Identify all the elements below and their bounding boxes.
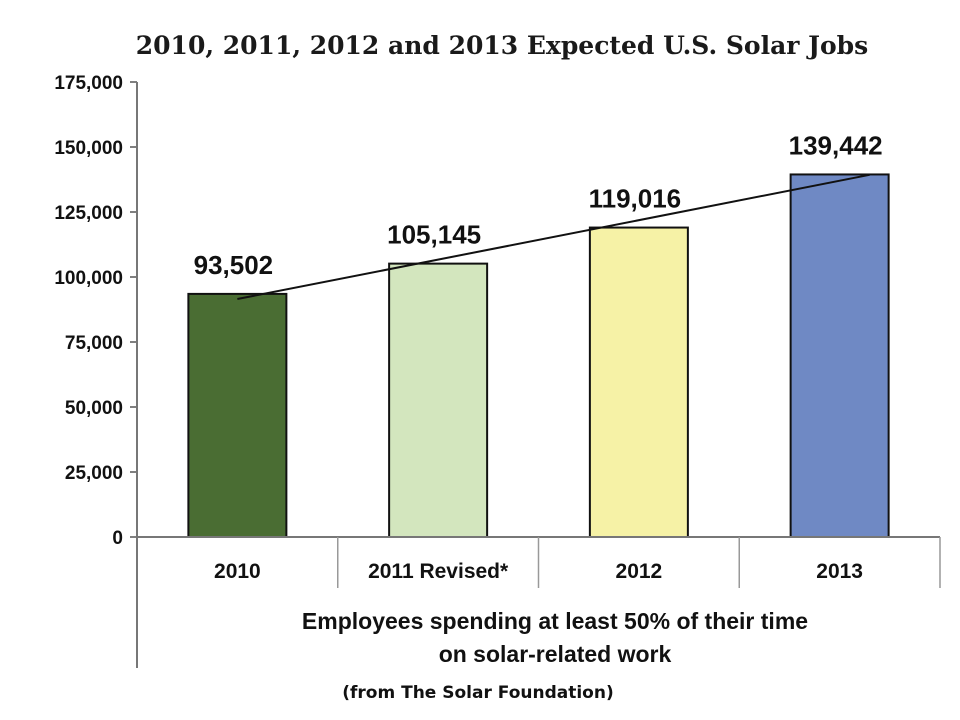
x-axis-label-line-1: Employees spending at least 50% of their… xyxy=(302,608,808,634)
x-axis-label-line-2: on solar-related work xyxy=(439,641,672,667)
y-axis-ticks: 0 25,000 50,000 75,000 100,000 125,000 150,000… xyxy=(54,73,137,549)
y-tick-label: 75,000 xyxy=(65,333,123,354)
data-label: 93,502 xyxy=(194,250,274,280)
y-tick-label: 150,000 xyxy=(54,138,123,159)
y-tick-label: 50,000 xyxy=(65,398,123,419)
bar xyxy=(588,226,689,538)
bars xyxy=(187,173,890,538)
y-tick-label: 125,000 xyxy=(54,203,123,224)
chart-title: 2010, 2011, 2012 and 2013 Expected U.S. … xyxy=(136,31,868,60)
bar xyxy=(789,173,890,538)
y-tick-label: 175,000 xyxy=(54,73,123,94)
data-label: 139,442 xyxy=(789,130,883,160)
x-axis-ticks: 2010 2011 Revised* 2012 2013 xyxy=(214,560,863,583)
y-tick-label: 100,000 xyxy=(54,268,123,289)
data-labels: 93,502 105,145 119,016 139,442 xyxy=(194,130,883,279)
y-tick-label: 0 xyxy=(112,528,123,549)
source-note: (from The Solar Foundation) xyxy=(342,683,614,703)
data-label: 119,016 xyxy=(589,184,682,214)
x-tick-label: 2013 xyxy=(816,560,863,583)
bar xyxy=(187,292,288,538)
trendline xyxy=(237,173,870,301)
x-tick-label: 2012 xyxy=(616,560,663,583)
data-label: 105,145 xyxy=(387,220,481,250)
y-tick-label: 25,000 xyxy=(65,463,123,484)
bar xyxy=(388,262,489,538)
x-tick-label: 2011 Revised* xyxy=(368,560,509,583)
axes xyxy=(136,82,941,668)
x-tick-label: 2010 xyxy=(214,560,261,583)
